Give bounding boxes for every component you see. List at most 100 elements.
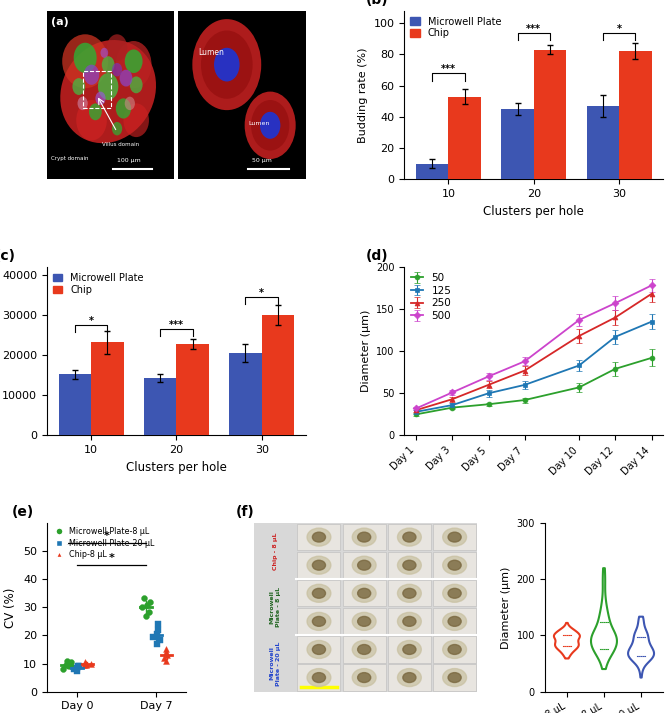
FancyBboxPatch shape [388, 636, 431, 662]
Ellipse shape [125, 97, 135, 110]
Point [81, 660, 92, 671]
FancyBboxPatch shape [433, 580, 476, 607]
Circle shape [443, 556, 466, 574]
Bar [262, 315, 294, 436]
Circle shape [443, 585, 466, 602]
Ellipse shape [84, 65, 99, 85]
FancyBboxPatch shape [297, 580, 340, 607]
Point [153, 624, 163, 635]
Circle shape [358, 672, 371, 682]
Text: Crypt domain: Crypt domain [51, 155, 88, 160]
Point [65, 657, 76, 668]
Text: (e): (e) [12, 506, 34, 519]
Circle shape [448, 645, 461, 655]
Point [159, 652, 170, 664]
Ellipse shape [74, 43, 96, 73]
FancyBboxPatch shape [388, 665, 431, 691]
Point [137, 602, 147, 613]
Y-axis label: CV (%): CV (%) [5, 587, 17, 627]
FancyBboxPatch shape [388, 552, 431, 578]
FancyBboxPatch shape [342, 580, 386, 607]
Circle shape [443, 669, 466, 687]
Text: Microwell
Plate - 8 μL: Microwell Plate - 8 μL [270, 588, 281, 627]
Circle shape [397, 528, 421, 546]
Point [70, 662, 80, 674]
Ellipse shape [89, 103, 102, 120]
Point [139, 592, 149, 603]
FancyBboxPatch shape [297, 636, 340, 662]
Point [80, 657, 90, 668]
Text: Lumen: Lumen [199, 48, 224, 57]
FancyBboxPatch shape [342, 636, 386, 662]
FancyBboxPatch shape [342, 608, 386, 635]
Circle shape [403, 588, 416, 598]
Bar [448, 96, 481, 179]
Point [161, 655, 172, 667]
Ellipse shape [260, 112, 280, 139]
Point [72, 662, 82, 674]
Ellipse shape [62, 34, 108, 88]
Circle shape [443, 528, 466, 546]
Circle shape [358, 645, 371, 655]
FancyBboxPatch shape [297, 552, 340, 578]
Circle shape [307, 612, 331, 630]
Ellipse shape [130, 76, 143, 93]
Point [148, 631, 159, 642]
Circle shape [403, 560, 416, 570]
Point [151, 628, 162, 640]
Text: (a): (a) [51, 17, 68, 27]
Text: (f): (f) [236, 506, 255, 519]
Y-axis label: Diameter (μm): Diameter (μm) [501, 566, 511, 649]
Ellipse shape [78, 97, 88, 110]
Ellipse shape [245, 91, 295, 159]
Point [141, 599, 152, 610]
Legend: Microwell Plate, Chip: Microwell Plate, Chip [49, 269, 147, 299]
Bar [619, 51, 651, 179]
Bar [501, 109, 534, 179]
Ellipse shape [123, 103, 149, 137]
Circle shape [403, 532, 416, 542]
Text: 50 μm: 50 μm [253, 158, 272, 163]
Circle shape [397, 556, 421, 574]
Point [58, 663, 69, 674]
Circle shape [448, 532, 461, 542]
FancyBboxPatch shape [433, 524, 476, 550]
Text: *: * [88, 316, 94, 326]
Text: *: * [259, 288, 264, 298]
FancyBboxPatch shape [342, 524, 386, 550]
Point [161, 644, 172, 655]
Ellipse shape [102, 56, 115, 73]
Circle shape [312, 645, 326, 655]
Legend: Microwell Plate, Chip: Microwell Plate, Chip [406, 13, 505, 42]
Ellipse shape [72, 78, 85, 95]
Bar [416, 163, 448, 179]
Ellipse shape [60, 40, 156, 143]
FancyBboxPatch shape [433, 636, 476, 662]
X-axis label: Clusters per hole: Clusters per hole [126, 461, 227, 473]
Circle shape [403, 617, 416, 626]
Circle shape [312, 560, 326, 570]
Bar [59, 374, 91, 436]
Circle shape [358, 617, 371, 626]
Text: (c): (c) [0, 249, 16, 263]
Text: (d): (d) [365, 249, 388, 263]
Bar [587, 106, 619, 179]
Bar [229, 353, 262, 436]
Y-axis label: Diameter (μm): Diameter (μm) [360, 310, 371, 392]
Text: Villus domain: Villus domain [102, 142, 139, 147]
Text: Microwell
Plate - 20 μL: Microwell Plate - 20 μL [270, 641, 281, 686]
FancyBboxPatch shape [433, 552, 476, 578]
Point [160, 647, 171, 658]
Circle shape [358, 560, 371, 570]
Ellipse shape [98, 73, 119, 100]
Circle shape [352, 640, 376, 659]
FancyBboxPatch shape [388, 580, 431, 607]
X-axis label: Clusters per hole: Clusters per hole [483, 205, 584, 217]
Ellipse shape [201, 31, 253, 99]
Text: 100 μm: 100 μm [117, 158, 141, 163]
FancyBboxPatch shape [433, 665, 476, 691]
Text: (b): (b) [365, 0, 388, 7]
Bar [144, 378, 176, 436]
Ellipse shape [95, 91, 106, 105]
FancyBboxPatch shape [297, 608, 340, 635]
